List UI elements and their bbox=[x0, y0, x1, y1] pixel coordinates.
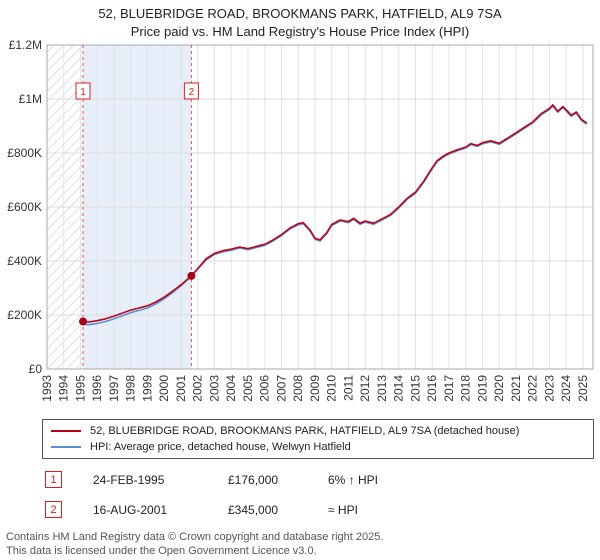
svg-text:1994: 1994 bbox=[57, 375, 71, 402]
transaction-1-date: 24-FEB-1995 bbox=[93, 472, 165, 487]
svg-text:2010: 2010 bbox=[325, 375, 339, 402]
svg-text:1997: 1997 bbox=[107, 375, 121, 402]
svg-text:£200K: £200K bbox=[7, 308, 42, 322]
svg-text:1999: 1999 bbox=[141, 375, 155, 402]
svg-text:£400K: £400K bbox=[7, 254, 42, 268]
svg-text:2011: 2011 bbox=[342, 375, 356, 401]
license-footer: Contains HM Land Registry data © Crown c… bbox=[6, 531, 600, 559]
transaction-row-2: 2 16-AUG-2001 £345,000 ≈ HPI bbox=[45, 501, 600, 518]
price-chart-svg: 1 2 £0 £200K £400K £600K £800K £1M £1.2M 1993 1994… bbox=[7, 39, 594, 402]
svg-text:2018: 2018 bbox=[459, 375, 473, 402]
svg-text:£800K: £800K bbox=[7, 146, 42, 160]
legend-item-property: 52, BLUEBRIDGE ROAD, BROOKMANS PARK, HAT… bbox=[51, 423, 585, 439]
svg-text:£600K: £600K bbox=[7, 200, 42, 214]
legend-label-hpi: HPI: Average price, detached house, Welw… bbox=[90, 441, 351, 453]
svg-text:2004: 2004 bbox=[224, 375, 238, 402]
svg-text:2013: 2013 bbox=[375, 375, 389, 402]
transactions-table: 1 24-FEB-1995 £176,000 6% ↑ HPI 2 16-AUG… bbox=[45, 471, 600, 518]
svg-text:2023: 2023 bbox=[543, 375, 557, 402]
legend-box: 52, BLUEBRIDGE ROAD, BROOKMANS PARK, HAT… bbox=[42, 419, 594, 459]
transaction-row-1: 1 24-FEB-1995 £176,000 6% ↑ HPI bbox=[45, 471, 600, 488]
transaction-1-price: £176,000 bbox=[228, 472, 279, 487]
svg-text:2006: 2006 bbox=[258, 375, 272, 402]
svg-text:2007: 2007 bbox=[275, 375, 289, 402]
page-title: 52, BLUEBRIDGE ROAD, BROOKMANS PARK, HAT… bbox=[98, 6, 502, 21]
legend-line-blue bbox=[51, 446, 81, 448]
legend-item-hpi: HPI: Average price, detached house, Welw… bbox=[51, 439, 585, 455]
svg-text:1: 1 bbox=[80, 87, 86, 98]
transaction-2-marker: 2 bbox=[45, 501, 62, 518]
transaction-2-price: £345,000 bbox=[228, 502, 279, 517]
transaction-2-hpi: ≈ HPI bbox=[328, 502, 358, 517]
svg-text:2009: 2009 bbox=[308, 375, 322, 402]
svg-text:2019: 2019 bbox=[476, 375, 490, 402]
svg-text:2024: 2024 bbox=[559, 375, 573, 402]
page-subtitle: Price paid vs. HM Land Registry's House … bbox=[130, 24, 470, 39]
svg-text:1995: 1995 bbox=[74, 375, 88, 402]
svg-text:2012: 2012 bbox=[358, 375, 372, 402]
svg-text:2002: 2002 bbox=[191, 375, 205, 402]
svg-text:2015: 2015 bbox=[409, 375, 423, 402]
svg-text:2001: 2001 bbox=[174, 375, 188, 402]
svg-text:1996: 1996 bbox=[90, 375, 104, 402]
transaction-1-hpi: 6% ↑ HPI bbox=[328, 472, 379, 487]
svg-text:2025: 2025 bbox=[576, 375, 590, 402]
footer-line-1: Contains HM Land Registry data © Crown c… bbox=[6, 531, 384, 543]
transaction-1-marker: 1 bbox=[45, 471, 62, 488]
footer-line-2: This data is licensed under the Open Gov… bbox=[6, 544, 317, 557]
svg-text:2017: 2017 bbox=[442, 375, 456, 402]
svg-text:2014: 2014 bbox=[392, 375, 406, 402]
legend-line-red bbox=[51, 430, 81, 432]
transaction-2-date: 16-AUG-2001 bbox=[93, 502, 168, 517]
svg-text:2: 2 bbox=[189, 87, 195, 98]
svg-text:£1M: £1M bbox=[19, 92, 42, 106]
svg-text:2000: 2000 bbox=[157, 375, 171, 402]
svg-text:2008: 2008 bbox=[291, 375, 305, 402]
legend-label-property: 52, BLUEBRIDGE ROAD, BROOKMANS PARK, HAT… bbox=[90, 425, 520, 437]
svg-text:2005: 2005 bbox=[241, 375, 255, 402]
svg-text:1993: 1993 bbox=[40, 375, 54, 402]
svg-text:2020: 2020 bbox=[492, 375, 506, 402]
svg-text:2016: 2016 bbox=[425, 375, 439, 402]
svg-text:2003: 2003 bbox=[208, 375, 222, 402]
svg-text:£1.2M: £1.2M bbox=[9, 39, 42, 52]
svg-text:£0: £0 bbox=[29, 362, 43, 376]
svg-text:1998: 1998 bbox=[124, 375, 138, 402]
svg-text:2022: 2022 bbox=[526, 375, 540, 402]
svg-text:2021: 2021 bbox=[509, 375, 523, 402]
